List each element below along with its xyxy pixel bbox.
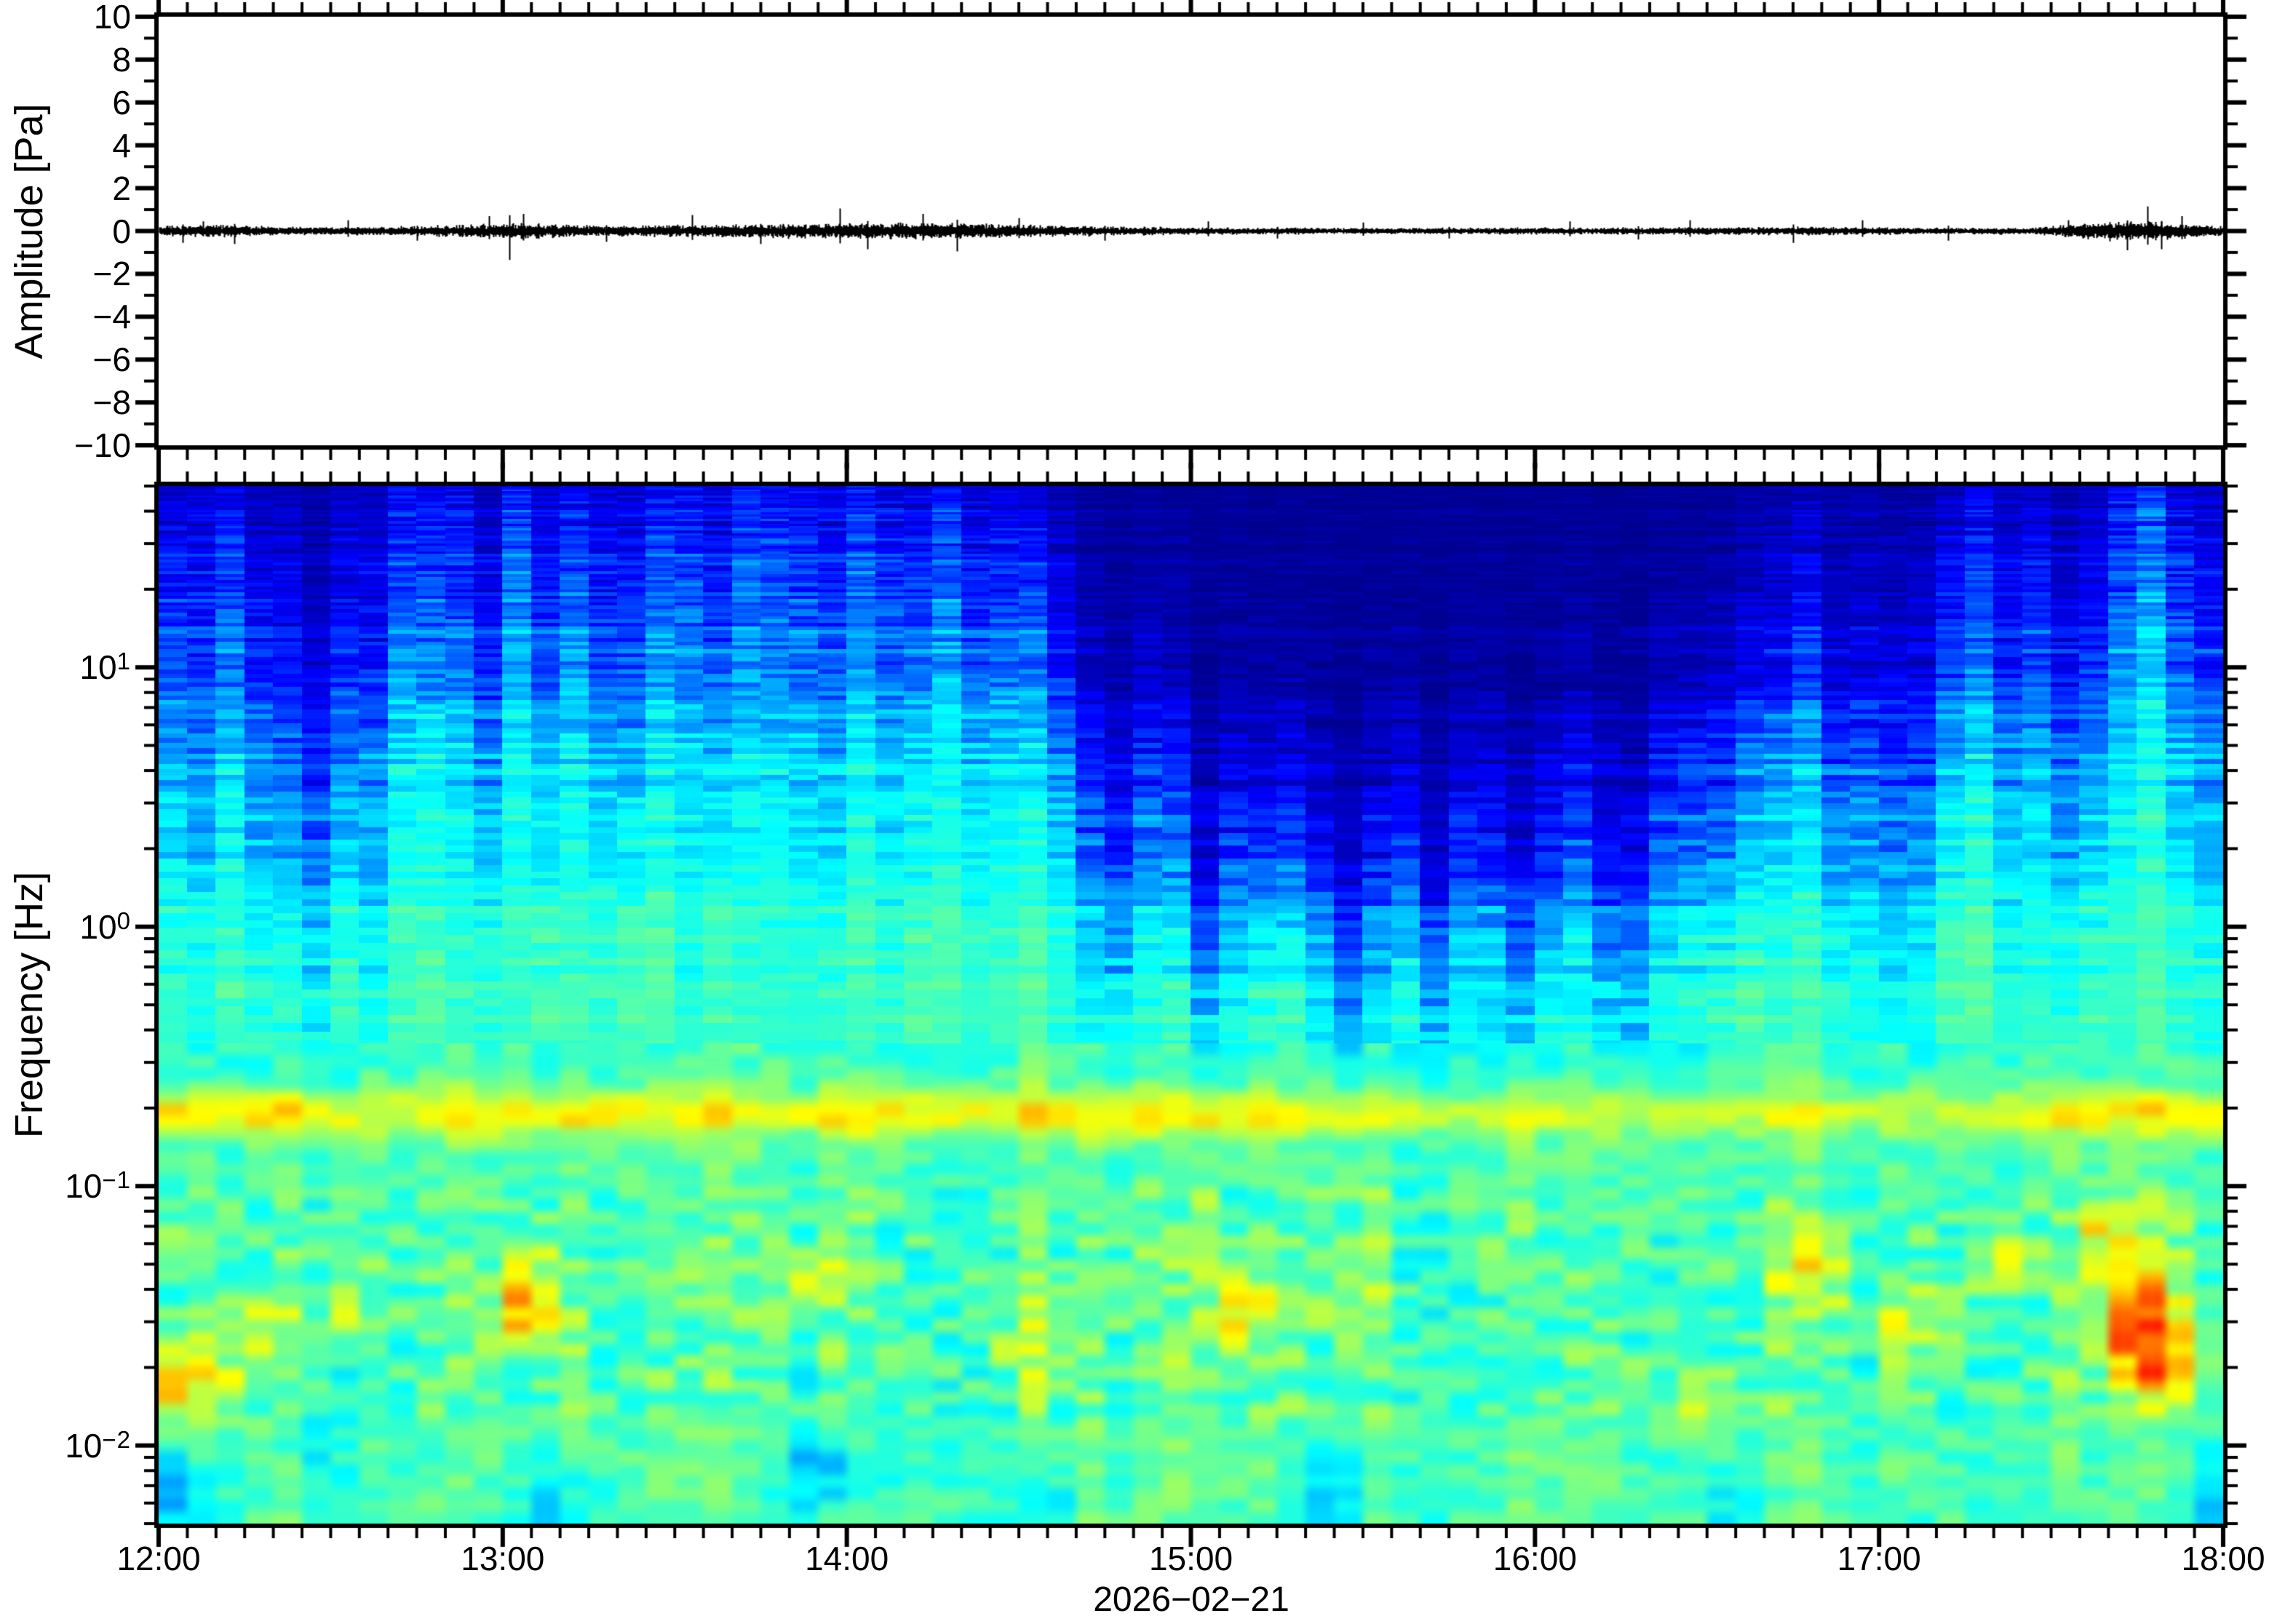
frequency-tick-label: 101 <box>0 645 131 689</box>
time-tick-label: 15:00 <box>1148 1540 1233 1577</box>
amplitude-tick-label: 0 <box>112 212 131 250</box>
frequency-tick-label: 10−1 <box>0 1164 131 1208</box>
amplitude-tick-label: −6 <box>92 341 131 379</box>
time-tick-label: 17:00 <box>1837 1540 1921 1577</box>
amplitude-tick-label: −10 <box>73 426 131 464</box>
amplitude-tick-label: −8 <box>92 383 131 422</box>
freq-label-base: 10 <box>65 1167 103 1206</box>
time-tick-label: 12:00 <box>116 1540 201 1577</box>
freq-label-exponent: −1 <box>102 1166 131 1194</box>
amplitude-tick-label: −2 <box>92 255 131 293</box>
amplitude-tick-label: 2 <box>112 169 131 207</box>
freq-label-base: 10 <box>65 1426 103 1465</box>
frequency-tick-label: 100 <box>0 905 131 949</box>
frequency-tick-label: 10−2 <box>0 1424 131 1468</box>
amplitude-tick-label: 6 <box>112 83 131 122</box>
time-tick-label: 18:00 <box>2181 1540 2265 1577</box>
freq-label-exponent: 1 <box>116 648 131 675</box>
amplitude-tick-label: 10 <box>93 0 131 36</box>
freq-label-base: 10 <box>79 907 117 946</box>
date-label: 2026−02−21 <box>1093 1580 1290 1619</box>
freq-label-base: 10 <box>79 648 117 687</box>
amplitude-tick-label: 8 <box>112 40 131 79</box>
freq-label-exponent: 0 <box>116 907 131 934</box>
time-tick-label: 14:00 <box>805 1540 889 1577</box>
amplitude-tick-label: 4 <box>112 126 131 164</box>
freq-label-exponent: −2 <box>102 1425 131 1453</box>
amplitude-tick-label: −4 <box>92 298 131 336</box>
time-tick-label: 13:00 <box>461 1540 545 1577</box>
time-tick-label: 16:00 <box>1493 1540 1577 1577</box>
